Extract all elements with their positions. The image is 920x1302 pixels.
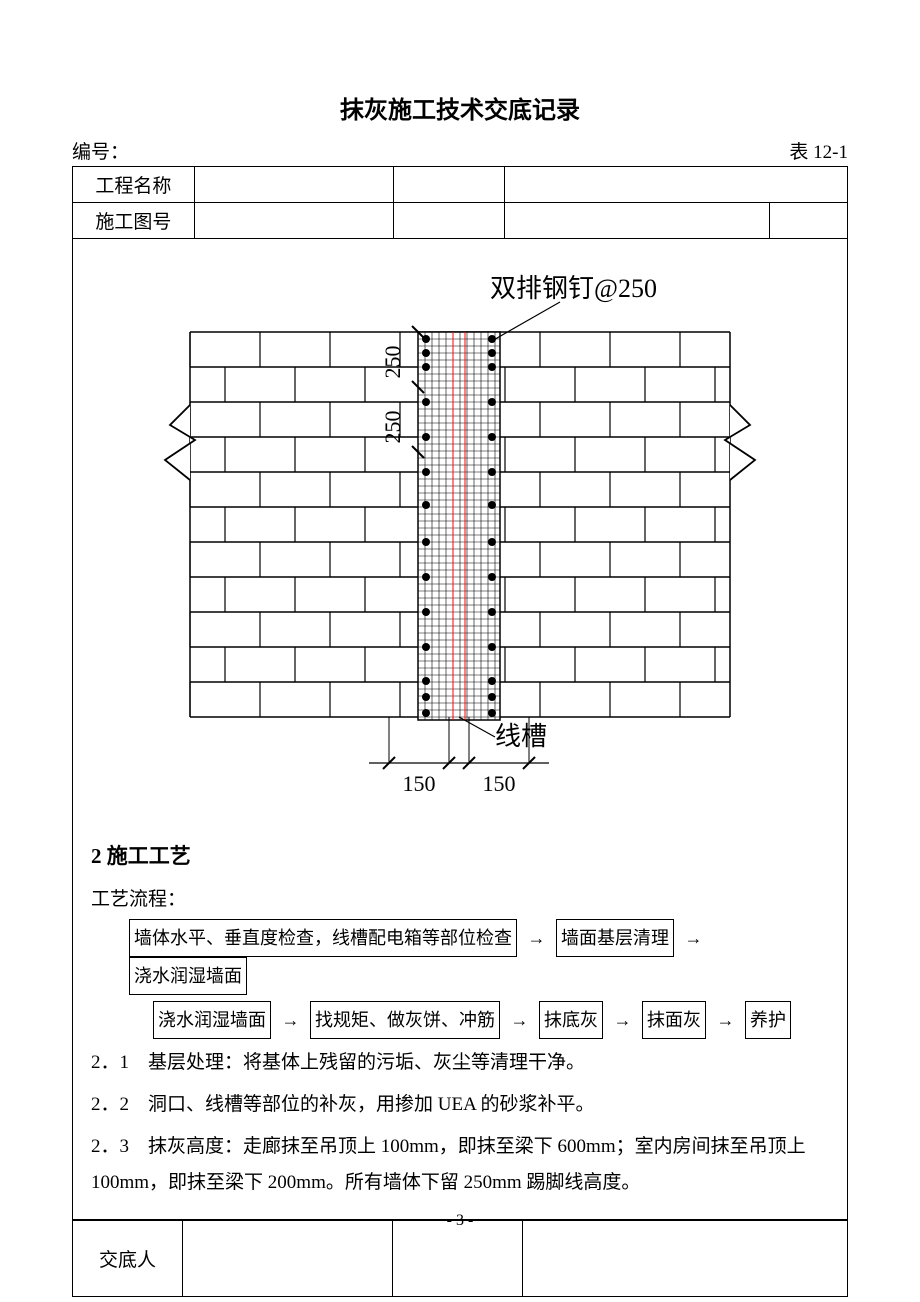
footer-cell: [393, 1221, 523, 1297]
page-number: - 3 -: [0, 1212, 920, 1230]
meta-cell: [394, 203, 505, 239]
content-box: 双排钢钉@250 250 250 线槽 150 150 2 施工工艺 工艺流程： 墙体水平…: [72, 239, 848, 1220]
flow-line-1: 墙体水平、垂直度检查，线槽配电箱等部位检查 → 墙面基层清理 → 浇水润湿墙面: [127, 919, 829, 995]
arrow-icon: →: [717, 1010, 735, 1030]
meta-cell: [504, 203, 770, 239]
footer-cell: [183, 1221, 393, 1297]
svg-text:150: 150: [483, 771, 516, 796]
meta-label: 施工图号: [73, 203, 195, 239]
table-row: 工程名称: [73, 167, 848, 203]
meta-cell: [394, 167, 505, 203]
svg-text:150: 150: [403, 771, 436, 796]
arrow-icon: →: [511, 1010, 529, 1030]
flow-step: 抹面灰: [642, 1001, 706, 1039]
svg-text:线槽: 线槽: [495, 722, 547, 751]
meta-cell: [194, 167, 393, 203]
diagram: 双排钢钉@250 250 250 线槽 150 150: [91, 257, 829, 822]
svg-text:双排钢钉@250: 双排钢钉@250: [490, 274, 657, 303]
flow-step: 墙面基层清理: [556, 919, 674, 957]
flow-step: 浇水润湿墙面: [129, 957, 247, 995]
arrow-icon: →: [282, 1010, 300, 1030]
flow-step: 墙体水平、垂直度检查，线槽配电箱等部位检查: [129, 919, 517, 957]
meta-cell: [504, 167, 847, 203]
flow-step: 找规矩、做灰饼、冲筋: [310, 1001, 500, 1039]
meta-cell: [770, 203, 848, 239]
para-2-2: 2．2 洞口、线槽等部位的补灰，用掺加 UEA 的砂浆补平。: [91, 1087, 829, 1123]
arrow-icon: →: [528, 928, 546, 948]
footer-table: 交底人: [72, 1220, 848, 1297]
footer-cell: [523, 1221, 848, 1297]
meta-table: 工程名称 施工图号: [72, 166, 848, 239]
svg-text:250: 250: [380, 411, 405, 444]
arrow-icon: →: [685, 928, 703, 948]
header-right: 表 12-1: [789, 137, 848, 164]
arrow-icon: →: [614, 1010, 632, 1030]
svg-text:250: 250: [380, 346, 405, 379]
table-row: 施工图号: [73, 203, 848, 239]
wall-diagram-svg: 双排钢钉@250 250 250 线槽 150 150: [160, 257, 760, 817]
flow-step: 养护: [745, 1001, 791, 1039]
header-row: 编号： 表 12-1: [72, 137, 848, 164]
flow-label: 工艺流程：: [91, 884, 829, 911]
flow-step: 抹底灰: [539, 1001, 603, 1039]
section-heading: 2 施工工艺: [91, 840, 829, 870]
header-left: 编号：: [72, 137, 129, 164]
footer-label: 交底人: [73, 1221, 183, 1297]
flow-line-2: 浇水润湿墙面 → 找规矩、做灰饼、冲筋 → 抹底灰 → 抹面灰 → 养护: [151, 1001, 829, 1039]
para-2-3: 2．3 抹灰高度：走廊抹至吊顶上 100mm，即抹至梁下 600mm；室内房间抹…: [91, 1129, 829, 1201]
meta-cell: [194, 203, 393, 239]
table-row: 交底人: [73, 1221, 848, 1297]
meta-label: 工程名称: [73, 167, 195, 203]
doc-title: 抹灰施工技术交底记录: [72, 90, 848, 125]
para-2-1: 2．1 基层处理：将基体上残留的污垢、灰尘等清理干净。: [91, 1045, 829, 1081]
flow-step: 浇水润湿墙面: [153, 1001, 271, 1039]
